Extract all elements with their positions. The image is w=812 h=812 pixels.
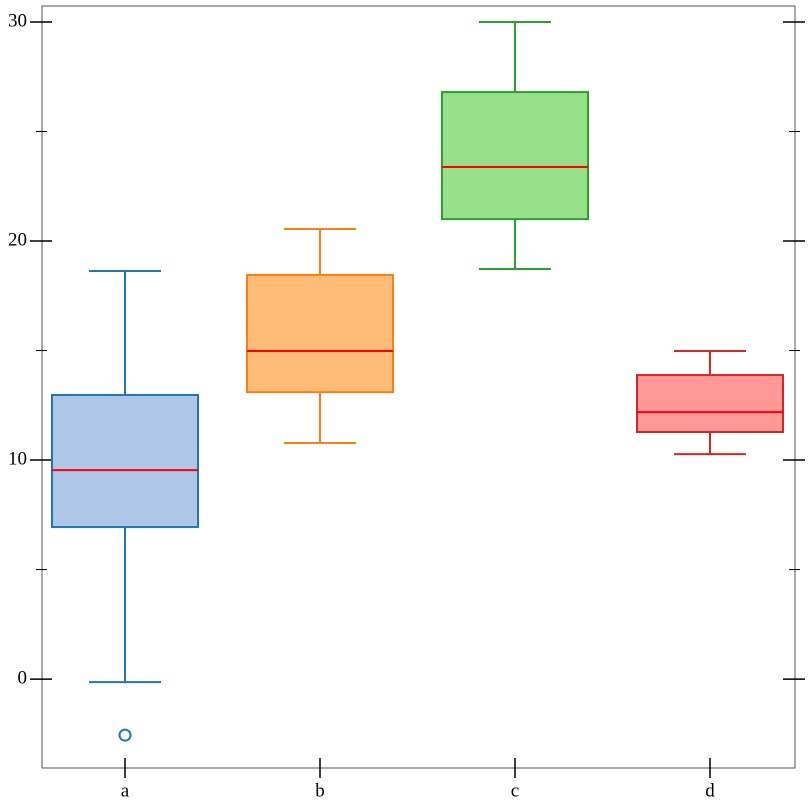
x-tick-label: a (121, 780, 130, 801)
y-tick-label: 10 (8, 448, 27, 469)
box (51, 393, 199, 529)
x-tick-label: b (315, 780, 325, 801)
x-tick-label: d (705, 780, 715, 801)
x-tick-label: c (511, 780, 519, 801)
box (246, 273, 394, 394)
box (636, 374, 784, 434)
y-tick-label: 20 (8, 229, 27, 250)
plot-frame (41, 5, 796, 769)
y-tick-label: 0 (18, 667, 28, 688)
flier (118, 728, 132, 742)
y-tick-label: 30 (8, 10, 27, 31)
box (441, 91, 589, 221)
